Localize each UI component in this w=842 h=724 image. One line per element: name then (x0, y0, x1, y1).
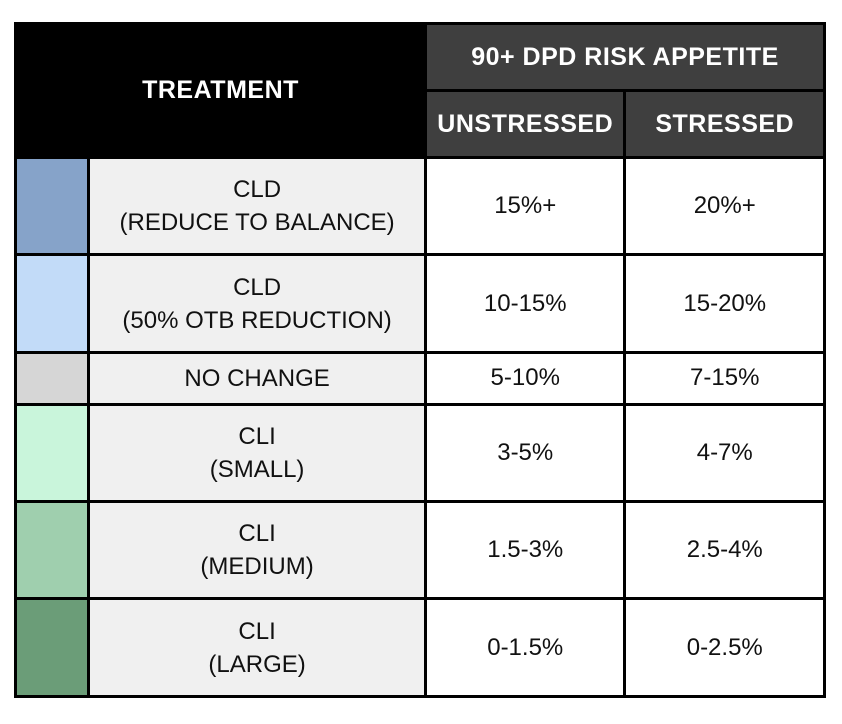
color-swatch (17, 159, 88, 254)
stressed-value: 15-20% (626, 256, 823, 351)
treatment-cell: CLI (LARGE) (90, 600, 424, 695)
unstressed-value: 5-10% (427, 353, 624, 403)
risk-appetite-table: TREATMENT 90+ DPD RISK APPETITE UNSTRESS… (14, 22, 826, 698)
treatment-name: CLI (238, 422, 276, 450)
treatment-detail: (REDUCE TO BALANCE) (119, 209, 395, 237)
stressed-value: 7-15% (626, 353, 823, 403)
treatment-name: CLD (233, 273, 282, 301)
unstressed-header: UNSTRESSED (427, 92, 624, 156)
treatment-name: CLI (238, 520, 276, 548)
treatment-detail: (SMALL) (209, 455, 305, 483)
stressed-value: 4-7% (626, 405, 823, 501)
header-row-top: TREATMENT 90+ DPD RISK APPETITE (17, 25, 823, 156)
treatment-name: CLD (233, 176, 282, 204)
treatment-header: TREATMENT (17, 25, 424, 156)
treatment-cell: CLD (50% OTB REDUCTION) (90, 256, 424, 351)
table-row: CLD (50% OTB REDUCTION) 10-15% 15-20% (17, 256, 823, 351)
treatment-name: NO CHANGE (184, 364, 330, 392)
color-swatch (17, 405, 88, 501)
stressed-value: 0-2.5% (626, 600, 823, 695)
color-swatch (17, 600, 88, 695)
risk-appetite-header: 90+ DPD RISK APPETITE (427, 25, 823, 89)
treatment-detail: (50% OTB REDUCTION) (122, 306, 392, 334)
stressed-value: 20%+ (626, 159, 823, 254)
treatment-cell: NO CHANGE (90, 353, 424, 403)
unstressed-value: 1.5-3% (427, 503, 624, 598)
unstressed-value: 10-15% (427, 256, 624, 351)
treatment-name: CLI (238, 617, 276, 645)
stressed-header: STRESSED (626, 92, 823, 156)
risk-appetite-table-container: TREATMENT 90+ DPD RISK APPETITE UNSTRESS… (14, 22, 826, 698)
treatment-cell: CLI (MEDIUM) (90, 503, 424, 598)
unstressed-value: 15%+ (427, 159, 624, 254)
unstressed-value: 3-5% (427, 405, 624, 501)
table-body: CLD (REDUCE TO BALANCE) 15%+ 20%+ CLD (5… (17, 159, 823, 695)
stressed-value: 2.5-4% (626, 503, 823, 598)
color-swatch (17, 256, 88, 351)
color-swatch (17, 503, 88, 598)
treatment-cell: CLD (REDUCE TO BALANCE) (90, 159, 424, 254)
table-row: CLD (REDUCE TO BALANCE) 15%+ 20%+ (17, 159, 823, 254)
table-row: CLI (MEDIUM) 1.5-3% 2.5-4% (17, 503, 823, 598)
table-row: CLI (LARGE) 0-1.5% 0-2.5% (17, 600, 823, 695)
color-swatch (17, 353, 88, 403)
header-row-sub: UNSTRESSED STRESSED (17, 92, 823, 156)
table-row: NO CHANGE 5-10% 7-15% (17, 353, 823, 403)
table-row: CLI (SMALL) 3-5% 4-7% (17, 405, 823, 501)
unstressed-value: 0-1.5% (427, 600, 624, 695)
treatment-cell: CLI (SMALL) (90, 405, 424, 501)
treatment-detail: (MEDIUM) (200, 553, 314, 581)
treatment-detail: (LARGE) (208, 650, 306, 678)
